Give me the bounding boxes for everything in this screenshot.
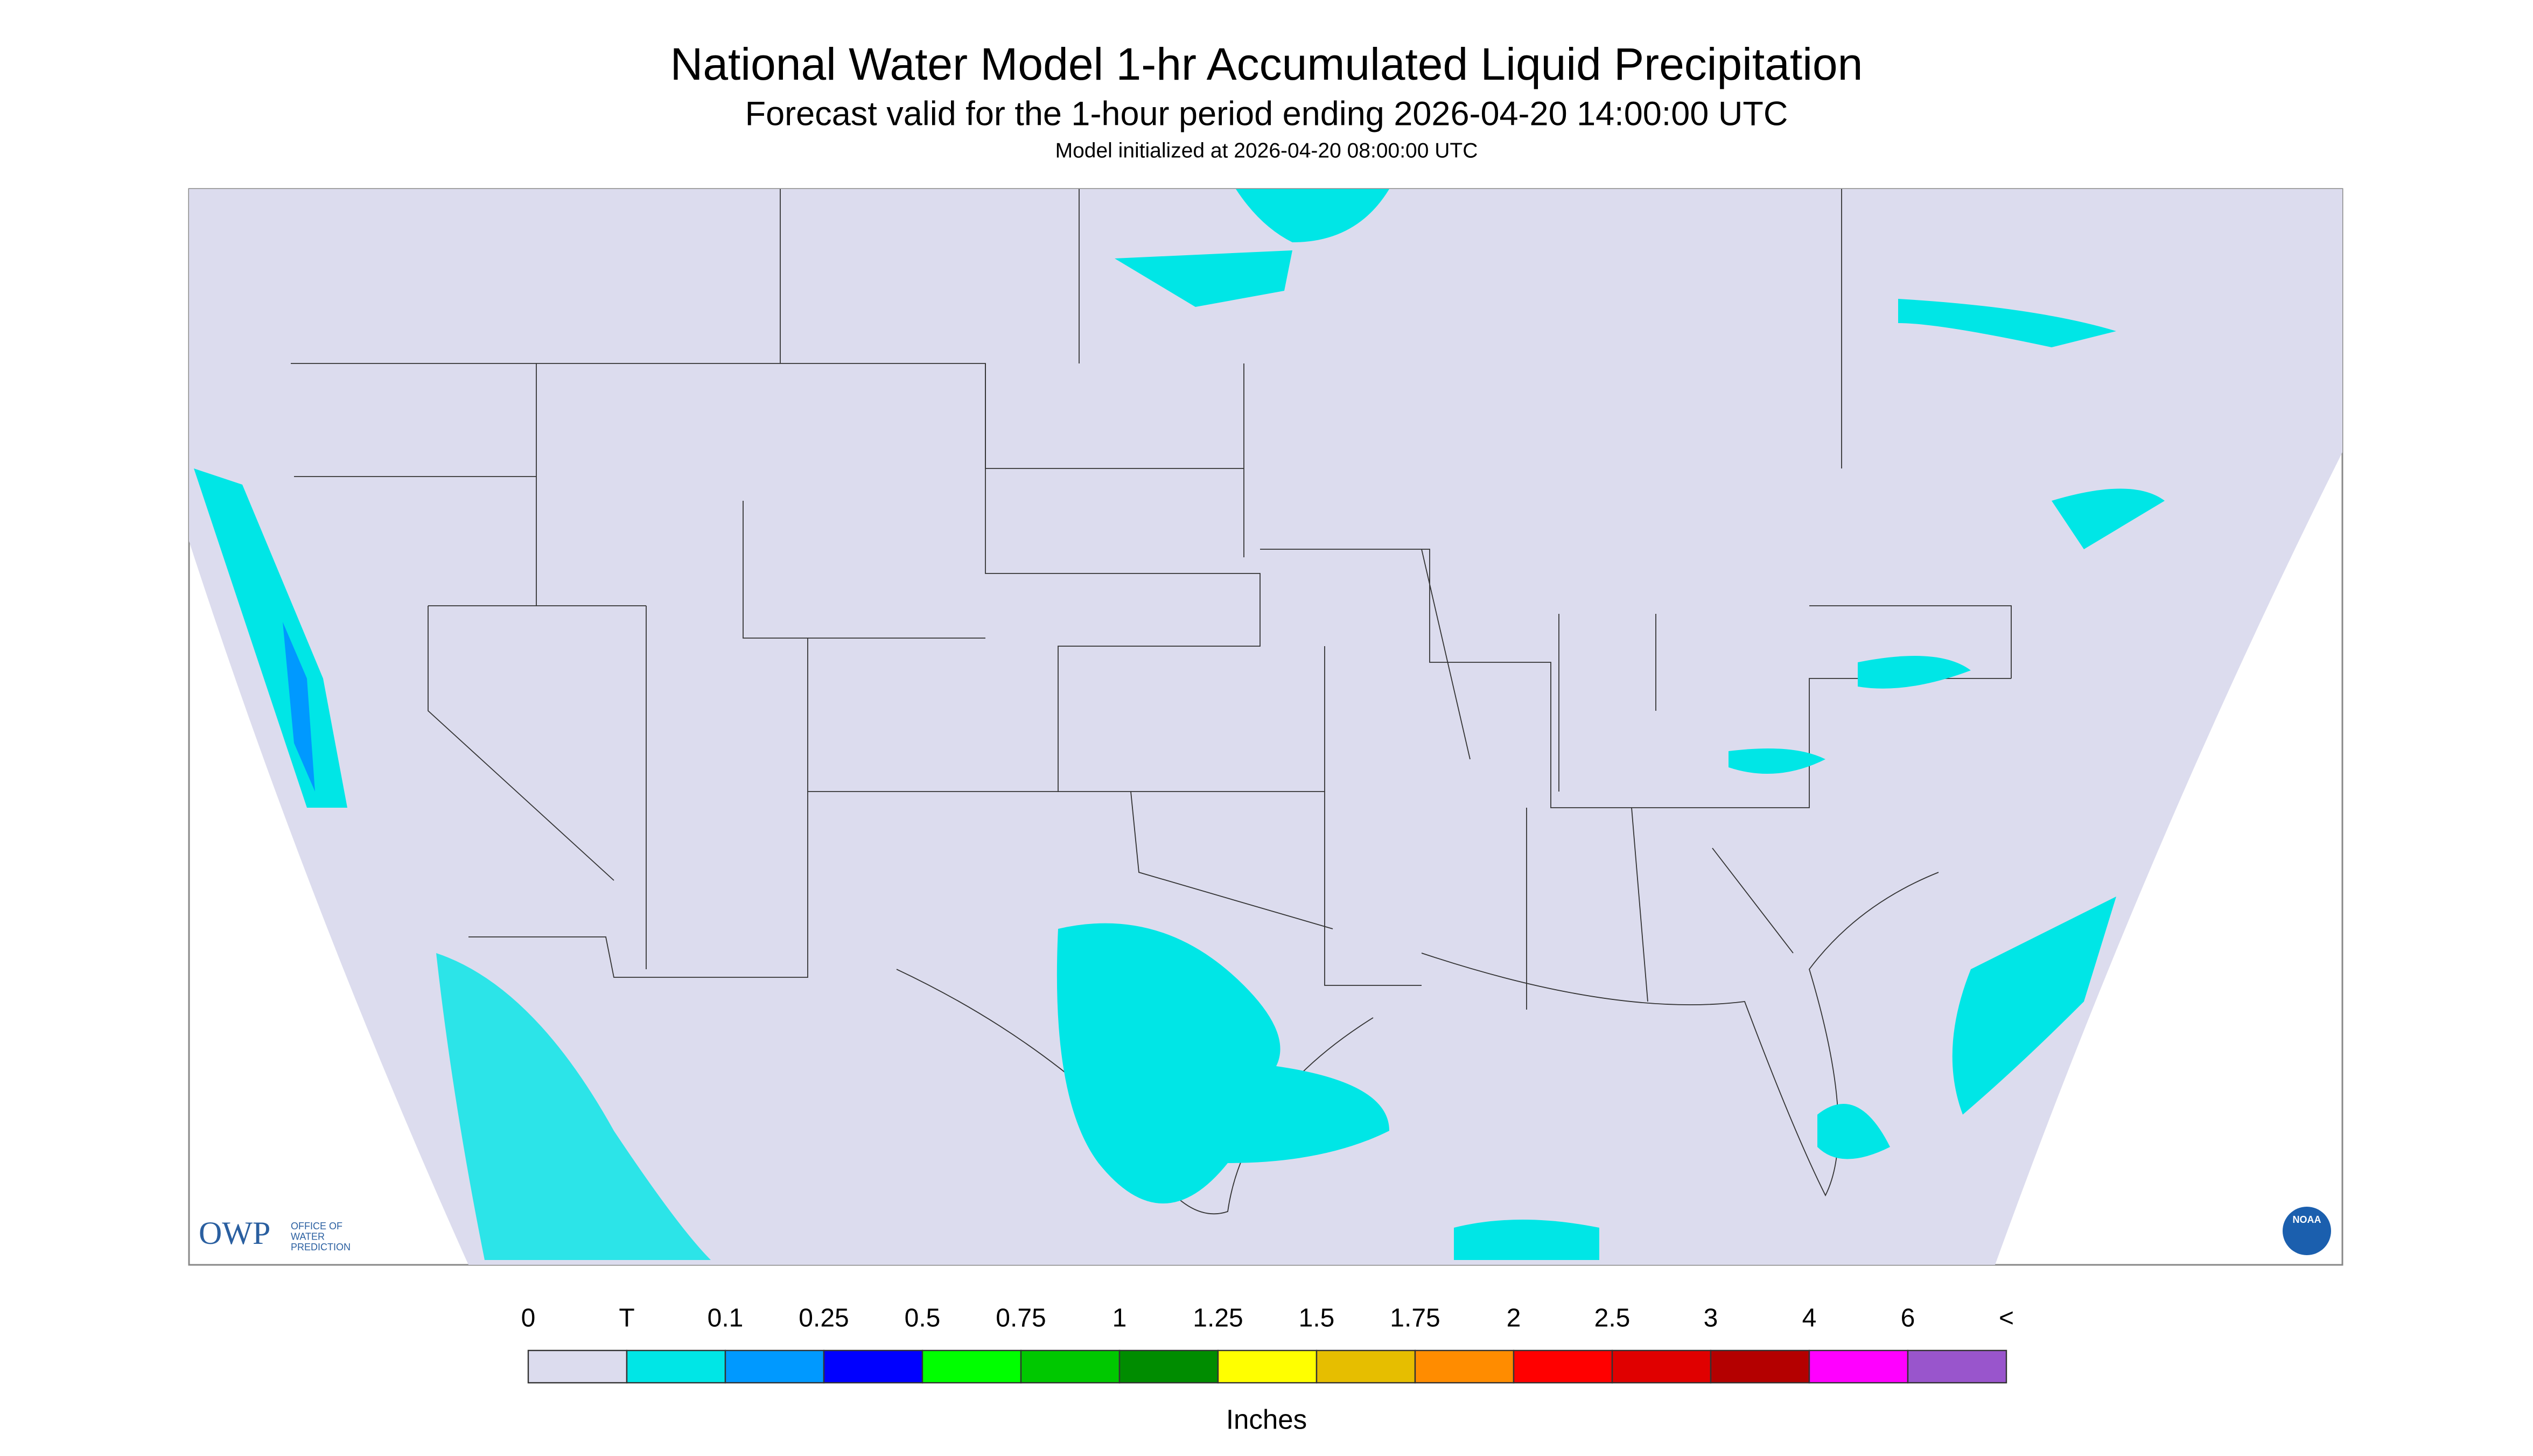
owp-line: PREDICTION [291, 1242, 351, 1252]
legend-swatch [1217, 1349, 1318, 1384]
legend-label: 0.1 [708, 1304, 744, 1333]
legend: 0 T 0.1 0.25 0.5 0.75 1 1.25 1.5 1.75 2 2.5 3 4 6 < [521, 1304, 2014, 1384]
owp-line: OFFICE OF [291, 1221, 342, 1231]
legend-unit: Inches [1226, 1404, 1307, 1434]
owp-line: WATER [291, 1231, 325, 1242]
legend-swatch [527, 1349, 628, 1384]
legend-swatch [823, 1349, 923, 1384]
noaa-label: NOAA [2293, 1214, 2321, 1225]
legend-label: T [619, 1304, 634, 1333]
legend-swatch [1020, 1349, 1121, 1384]
legend-label: 6 [1901, 1304, 1915, 1333]
legend-label: 1 [1112, 1304, 1127, 1333]
legend-swatch [921, 1349, 1022, 1384]
legend-swatch [1316, 1349, 1416, 1384]
legend-label: 3 [1704, 1304, 1718, 1333]
legend-swatch [1710, 1349, 1810, 1384]
precipitation [194, 189, 2165, 1261]
legend-label: 1.75 [1390, 1304, 1440, 1333]
legend-swatch [1118, 1349, 1219, 1384]
subtitle: Forecast valid for the 1-hour period end… [745, 95, 1788, 133]
legend-label: < [1999, 1304, 2014, 1333]
legend-swatch [1513, 1349, 1613, 1384]
legend-label: 0.25 [799, 1304, 849, 1333]
legend-swatch [1414, 1349, 1515, 1384]
legend-swatch [1808, 1349, 1909, 1384]
noaa-logo [2283, 1207, 2331, 1256]
owp-logo: OWP [199, 1215, 270, 1251]
legend-swatch [626, 1349, 726, 1384]
legend-swatch [724, 1349, 825, 1384]
domain [189, 189, 2342, 1265]
legend-label: 0.75 [996, 1304, 1046, 1333]
init-time: Model initialized at 2026-04-20 08:00:00… [1055, 139, 1478, 162]
legend-label: 0.5 [905, 1304, 941, 1333]
legend-label: 4 [1802, 1304, 1817, 1333]
legend-swatch [1907, 1349, 2007, 1384]
legend-label: 1.25 [1193, 1304, 1243, 1333]
legend-swatch [1611, 1349, 1712, 1384]
legend-label: 0 [521, 1304, 536, 1333]
title: National Water Model 1-hr Accumulated Li… [670, 39, 1863, 89]
legend-label: 1.5 [1299, 1304, 1335, 1333]
legend-label: 2 [1507, 1304, 1521, 1333]
legend-label: 2.5 [1594, 1304, 1631, 1333]
